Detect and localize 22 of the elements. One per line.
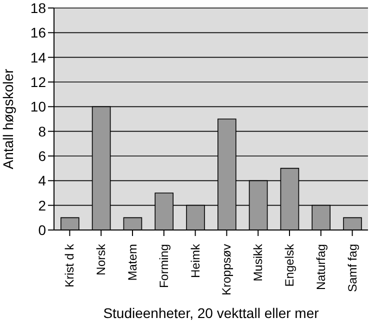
y-tick-label: 16 xyxy=(30,24,46,41)
y-tick-label: 18 xyxy=(30,0,46,16)
x-axis-title: Studieenheter, 20 vekttall eller mer xyxy=(103,305,320,321)
y-tick-label: 6 xyxy=(38,148,46,164)
x-tick-label: Krist d k xyxy=(62,243,77,288)
y-tick-label: 10 xyxy=(30,98,46,115)
y-tick-label: 4 xyxy=(38,172,46,189)
y-tick-label: 8 xyxy=(38,123,46,140)
x-tick-label: Norsk xyxy=(94,243,108,276)
x-tick-label: Heimk xyxy=(188,243,202,278)
x-tick-label: Matem xyxy=(126,244,140,281)
x-tick-label: Musikk xyxy=(251,243,266,282)
x-tick-label: Engelsk xyxy=(282,243,296,287)
y-axis-title: Antall høgskoler xyxy=(0,68,16,170)
x-tick-label: Naturfag xyxy=(314,244,328,290)
y-tick-label: 0 xyxy=(38,222,46,238)
x-tick-label: Kroppsøv xyxy=(220,244,234,296)
y-tick-label: 2 xyxy=(38,197,46,214)
y-tick-label: 12 xyxy=(30,74,46,90)
x-tick-label: Samf fag xyxy=(345,244,360,292)
x-tick-label: Forming xyxy=(156,244,171,288)
y-tick-label: 14 xyxy=(30,49,46,66)
